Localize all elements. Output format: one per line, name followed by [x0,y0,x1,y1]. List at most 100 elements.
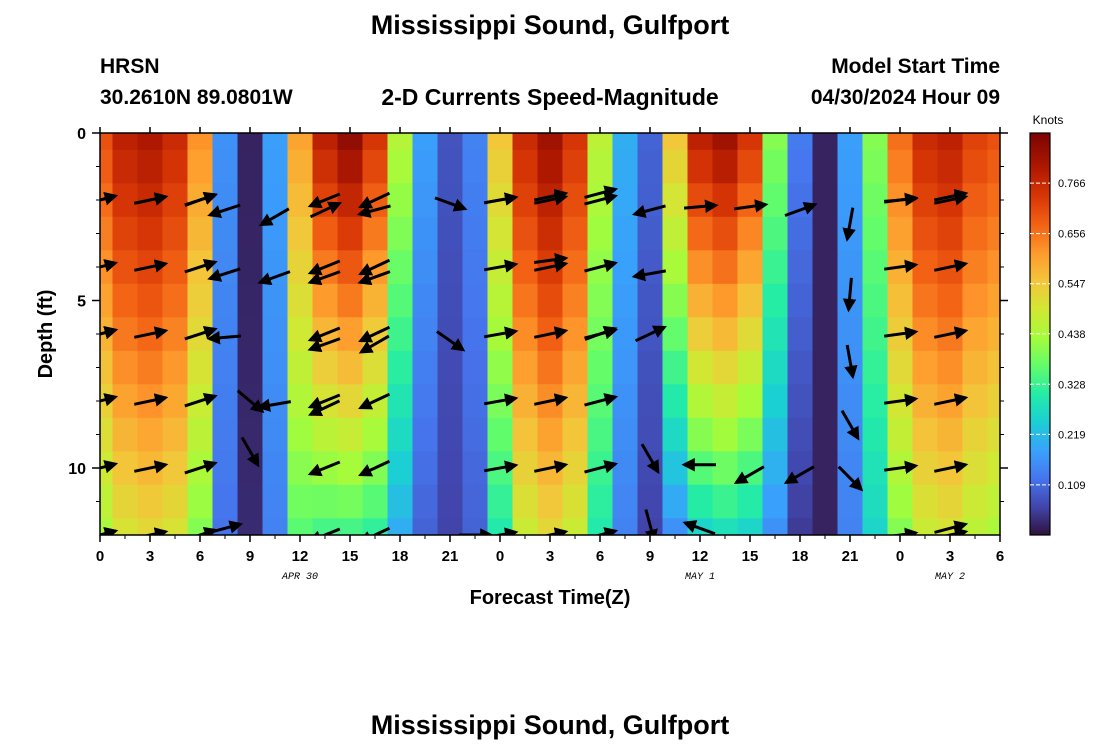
heatmap-cell [162,451,189,486]
heatmap-cell [937,149,964,184]
heatmap-cell [212,384,239,419]
x-tick-label: 21 [842,548,859,565]
current-vector-arrow [206,331,242,345]
heatmap-cell [812,484,839,519]
heatmap-cell [987,451,1000,486]
heatmap-cell [362,417,389,452]
heatmap-cell [462,518,489,535]
heatmap-cell [587,283,614,318]
heatmap-cell [937,133,964,151]
heatmap-cell [987,183,1000,218]
current-vector-arrow [842,207,856,242]
heatmap-cell [487,484,514,519]
heatmap-cell [762,149,789,184]
heatmap-cell [100,417,114,452]
heatmap-cell [687,133,714,151]
heatmap-cell [262,484,289,519]
heatmap-cell [112,350,139,385]
current-vector-arrow [883,192,919,207]
current-vector-arrow [207,203,241,219]
heatmap-cell [187,133,214,151]
heatmap-cell [787,283,814,318]
heatmap-cell [637,133,664,151]
heatmap-cell [512,183,539,218]
heatmap-cell [787,417,814,452]
x-tick-label: 12 [292,548,309,565]
heatmap-cell [412,350,439,385]
x-tick-label: 18 [392,548,409,565]
heatmap-cell [112,417,139,452]
heatmap-cell [737,518,764,535]
heatmap-cell [687,216,714,251]
heatmap-cell [737,484,764,519]
heatmap-cell [862,250,889,285]
current-vector-arrow [837,465,864,492]
heatmap-cell [437,133,464,151]
heatmap-cell [187,216,214,251]
heatmap-cell [912,149,939,184]
heatmap-cell [162,518,189,535]
heatmap-cell [237,484,264,519]
heatmap-cell [187,484,214,519]
heatmap-cell [437,250,464,285]
heatmap-cell [337,417,364,452]
current-vector-arrow [307,326,341,343]
heatmap-cell [487,216,514,251]
heatmap-cell [212,417,239,452]
heatmap-cell [637,283,664,318]
heatmap-cell [812,518,839,535]
current-vector-arrow [542,527,569,535]
x-tick-label: 0 [896,548,904,565]
current-vector-arrow [631,204,666,218]
current-vector-arrow [257,270,291,286]
y-tick-label: 10 [68,461,86,478]
heatmap-cell [512,451,539,486]
heatmap-cell [312,216,339,251]
heatmap-cell [437,216,464,251]
heatmap-cell [287,216,314,251]
heatmap-cell [712,417,739,452]
heatmap-cell [862,133,889,151]
heatmap-cell [337,317,364,352]
heatmap-cell [562,317,589,352]
heatmap-cell [337,283,364,318]
heatmap-cell [100,484,114,519]
heatmap-cell [462,283,489,318]
heatmap-cell [337,133,364,151]
current-vector-arrow [933,460,969,474]
heatmap-cell [912,518,939,535]
current-vector-arrow [207,267,241,282]
heatmap-cell [137,149,164,184]
current-vector-arrow [358,334,390,354]
heatmap-cell [437,384,464,419]
current-vector-arrow [133,192,169,206]
colorbar-tick-label: 0.219 [1058,429,1086,441]
heatmap-cell [962,484,989,519]
heatmap-cell [100,149,114,184]
heatmap-cell [662,384,689,419]
heatmap-cell [437,417,464,452]
heatmap-cell [812,216,839,251]
current-vector-arrow [683,199,719,213]
heatmap-cell [762,384,789,419]
current-vector-arrow [100,393,119,407]
heatmap-cell [137,283,164,318]
current-vector-arrow [631,267,667,282]
heatmap-cell [287,283,314,318]
heatmap-cell [412,216,439,251]
x-tick-label: 6 [196,548,204,565]
x-tick-label: 15 [342,548,359,565]
current-vector-arrow [240,436,260,468]
heatmap-cell [512,283,539,318]
heatmap-cell [662,216,689,251]
current-vector-arrow [584,185,619,199]
current-vector-arrow [840,409,860,441]
heatmap-cell [437,518,464,535]
x-tick-label: 6 [596,548,604,565]
heatmap-cell [337,350,364,385]
heatmap-cell [837,317,864,352]
heatmap-cell [962,250,989,285]
heatmap-cell [687,417,714,452]
current-vector-arrow [883,460,919,474]
y-tick-label: 5 [77,294,86,311]
